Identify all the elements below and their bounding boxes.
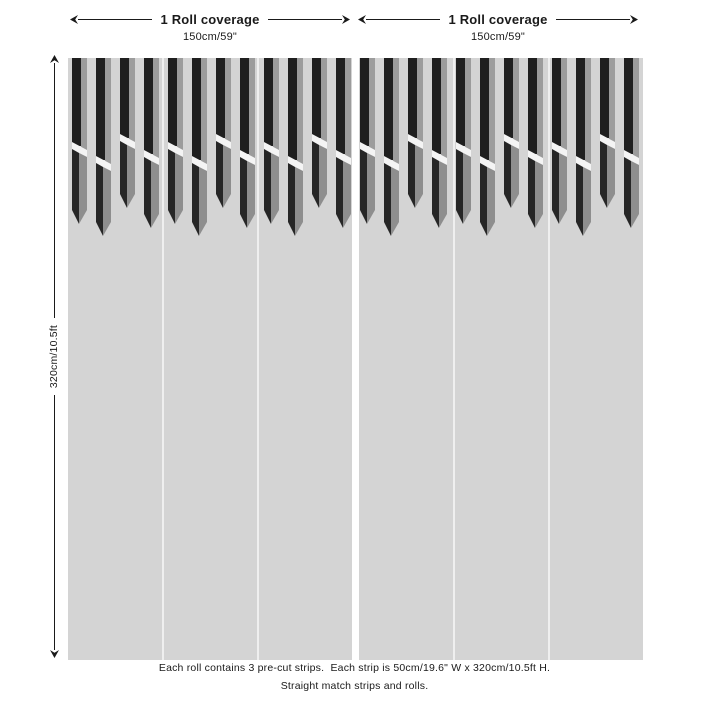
- strip-seam: [162, 58, 164, 660]
- strip-seam: [453, 58, 455, 660]
- height-dimension: 320cm/10.5ft: [47, 55, 61, 659]
- roll2-coverage-label: 1 Roll coverage: [448, 11, 548, 27]
- roll1-coverage-label: 1 Roll coverage: [160, 11, 260, 27]
- dimension-line: [267, 18, 343, 20]
- dimension-line: [53, 395, 55, 651]
- roll1-width-value: 150cm/59": [182, 31, 237, 43]
- strip-seam: [257, 58, 259, 660]
- dimension-line: [366, 18, 441, 20]
- roll1-dimension: 1 Roll coverage 150cm/59": [70, 10, 351, 43]
- arrow-up-icon: [49, 55, 59, 63]
- caption-line1: Each roll contains 3 pre-cut strips. Eac…: [158, 662, 551, 674]
- dimension-line: [53, 63, 55, 318]
- arrow-left-icon: [358, 14, 366, 24]
- roll-gap: [352, 58, 359, 660]
- roll2-width-value: 150cm/59": [470, 31, 525, 43]
- arrow-right-icon: [342, 14, 351, 24]
- arrow-left-icon: [70, 14, 78, 24]
- strip-seam: [548, 58, 550, 660]
- wallpaper-wall: [68, 58, 643, 660]
- arrow-right-icon: [630, 14, 639, 24]
- roll2-dimension-arrow: 1 Roll coverage: [358, 10, 639, 28]
- wall-height-value: 320cm/10.5ft: [48, 324, 60, 389]
- roll1-dimension-arrow: 1 Roll coverage: [70, 10, 351, 28]
- roll2-dimension: 1 Roll coverage 150cm/59": [358, 10, 639, 43]
- arrow-down-icon: [49, 650, 59, 659]
- caption-line2: Straight match strips and rolls.: [280, 680, 429, 692]
- dimension-line: [555, 18, 631, 20]
- dimension-line: [78, 18, 153, 20]
- caption: Each roll contains 3 pre-cut strips. Eac…: [0, 659, 709, 695]
